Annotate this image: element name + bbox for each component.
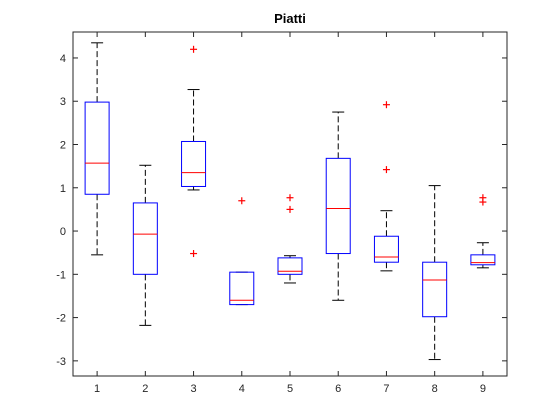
box-group-4: [229, 197, 255, 306]
x-tick-label: 1: [94, 383, 100, 395]
axes-frame: [72, 31, 508, 377]
x-tick-label: 4: [239, 383, 245, 395]
iqr-box: [132, 202, 158, 275]
x-tick-label: 2: [142, 383, 148, 395]
y-tick-label: -1: [56, 269, 66, 281]
outlier-marker: [382, 101, 390, 109]
chart-title: Piatti: [274, 11, 306, 26]
y-tick-label: -3: [56, 356, 66, 368]
iqr-box: [181, 140, 207, 187]
iqr-box: [229, 271, 255, 306]
outlier-marker: [190, 250, 198, 258]
box-group-2: [132, 164, 158, 326]
outlier-marker: [382, 166, 390, 174]
box-group-8: [422, 185, 448, 361]
outlier-marker: [479, 198, 487, 206]
x-tick-label: 7: [383, 383, 389, 395]
y-tick-label: 0: [60, 226, 66, 238]
x-tick-label: 9: [480, 383, 486, 395]
y-tick-label: 1: [60, 183, 66, 195]
x-tick-label: 8: [432, 383, 438, 395]
iqr-box: [373, 235, 399, 263]
box-group-9: [470, 194, 496, 269]
outlier-marker: [286, 194, 294, 202]
iqr-box: [470, 254, 496, 266]
iqr-box: [325, 157, 351, 255]
outlier-marker: [190, 45, 198, 53]
plot-area: -3 -2 -1 0 1 2 3 4 1 2 3 4 5 6 7 8 9: [56, 31, 508, 395]
y-tick-label: 4: [60, 53, 66, 65]
y-tick-label: 2: [60, 140, 66, 152]
outlier-marker: [238, 197, 246, 205]
box-group-7: [373, 101, 399, 272]
y-tick-label: -2: [56, 313, 66, 325]
x-tick-label: 5: [287, 383, 293, 395]
outlier-marker: [286, 205, 294, 213]
iqr-box: [277, 257, 303, 275]
box-group-1: [84, 42, 110, 256]
box-group-5: [277, 194, 303, 284]
box-group-3: [181, 45, 207, 258]
y-tick-label: 3: [60, 96, 66, 108]
x-tick-label: 3: [190, 383, 196, 395]
iqr-box: [422, 261, 448, 318]
x-tick-label: 6: [335, 383, 341, 395]
iqr-box: [84, 101, 110, 195]
box-group-6: [325, 111, 351, 301]
